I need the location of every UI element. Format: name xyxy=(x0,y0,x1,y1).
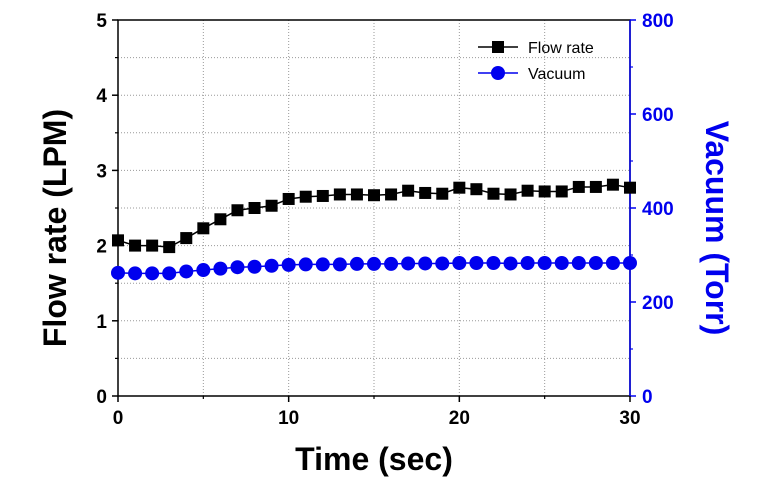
x-axis: 0 10 20 30 xyxy=(113,396,641,429)
left-tick-label: 2 xyxy=(96,237,107,258)
vacuum-point xyxy=(128,266,143,281)
vacuum-point xyxy=(623,255,637,270)
x-tick-label: 10 xyxy=(278,408,299,429)
vacuum-point xyxy=(196,263,211,278)
x-axis-title: Time (sec) xyxy=(295,441,453,477)
flow-rate-point xyxy=(112,234,124,247)
flow-rate-point xyxy=(453,181,466,194)
vacuum-point xyxy=(145,266,160,281)
vacuum-point xyxy=(605,255,620,270)
vacuum-point xyxy=(367,256,381,271)
flow-rate-point xyxy=(146,239,159,252)
vacuum-point xyxy=(111,265,125,280)
left-tick-label: 5 xyxy=(96,11,107,32)
flow-rate-point xyxy=(572,180,585,193)
flow-rate-point xyxy=(333,188,346,201)
vacuum-point xyxy=(332,257,347,272)
flow-rate-point xyxy=(129,239,142,252)
flow-rate-point xyxy=(419,186,432,199)
vacuum-point xyxy=(571,255,586,270)
series-layer xyxy=(111,178,637,281)
vacuum-point xyxy=(435,256,450,271)
vacuum-point xyxy=(349,256,364,271)
flow-rate-point xyxy=(606,178,619,191)
vacuum-point xyxy=(554,255,569,270)
vacuum-point xyxy=(247,259,262,274)
flow-rate-point xyxy=(504,188,517,201)
flow-rate-point xyxy=(436,187,449,200)
flow-rate-point xyxy=(470,183,483,196)
legend: Flow rate Vacuum xyxy=(478,40,594,83)
flow-rate-point xyxy=(265,199,278,212)
flow-rate-point xyxy=(368,189,380,202)
legend-marker-square xyxy=(492,41,504,53)
left-tick-label: 0 xyxy=(96,387,107,408)
left-y-axis-title: Flow rate (LPM) xyxy=(37,109,73,347)
vacuum-point xyxy=(588,255,603,270)
vacuum-point xyxy=(401,256,416,271)
legend-label: Flow rate xyxy=(528,40,594,57)
legend-label: Vacuum xyxy=(528,66,586,83)
flow-rate-point xyxy=(282,192,295,205)
vacuum-point xyxy=(486,255,501,270)
left-tick-label: 3 xyxy=(96,161,107,182)
vacuum-point xyxy=(281,257,296,272)
vacuum-point xyxy=(469,255,484,270)
flow-rate-point xyxy=(350,188,363,201)
x-tick-label: 0 xyxy=(113,408,124,429)
vacuum-point xyxy=(418,256,433,271)
vacuum-point xyxy=(162,266,177,281)
right-y-axis-title: Vacuum (Torr) xyxy=(699,121,735,336)
vacuum-point xyxy=(452,255,467,270)
right-tick-label: 400 xyxy=(642,199,674,220)
flow-rate-point xyxy=(521,184,534,197)
vacuum-point xyxy=(537,255,552,270)
flow-rate-point xyxy=(385,188,398,201)
flow-rate-point xyxy=(487,187,500,200)
right-tick-label: 800 xyxy=(642,11,674,32)
left-y-axis: 0 1 2 3 4 5 xyxy=(96,11,118,408)
vacuum-point xyxy=(315,257,330,272)
right-tick-label: 200 xyxy=(642,293,674,314)
flow-rate-point xyxy=(180,232,193,245)
grid-lines xyxy=(118,20,630,396)
flow-rate-point xyxy=(555,185,568,198)
left-tick-label: 1 xyxy=(96,312,107,333)
vacuum-point xyxy=(179,264,194,279)
flow-rate-point xyxy=(248,202,261,214)
vacuum-point xyxy=(503,256,518,271)
vacuum-point xyxy=(213,261,228,276)
flow-rate-point xyxy=(538,185,551,198)
vacuum-point xyxy=(520,255,535,270)
vacuum-point xyxy=(384,256,399,271)
x-tick-label: 30 xyxy=(619,408,640,429)
legend-marker-circle xyxy=(491,66,505,80)
flow-rate-point xyxy=(231,204,244,217)
flow-rate-point xyxy=(214,213,227,226)
flow-rate-point xyxy=(299,190,312,203)
right-y-axis: 0 200 400 600 800 xyxy=(629,11,674,408)
right-tick-label: 0 xyxy=(642,387,653,408)
vacuum-point xyxy=(264,258,279,273)
flow-rate-point xyxy=(163,241,176,254)
flow-rate-point xyxy=(624,181,636,194)
flow-rate-point xyxy=(316,189,329,202)
flow-rate-point xyxy=(197,222,210,235)
flow-rate-point xyxy=(589,180,602,193)
vacuum-point xyxy=(230,260,245,275)
vacuum-point xyxy=(298,257,313,272)
left-tick-label: 4 xyxy=(96,86,107,107)
flow-rate-point xyxy=(402,184,415,197)
right-tick-label: 600 xyxy=(642,105,674,126)
x-tick-label: 20 xyxy=(449,408,470,429)
